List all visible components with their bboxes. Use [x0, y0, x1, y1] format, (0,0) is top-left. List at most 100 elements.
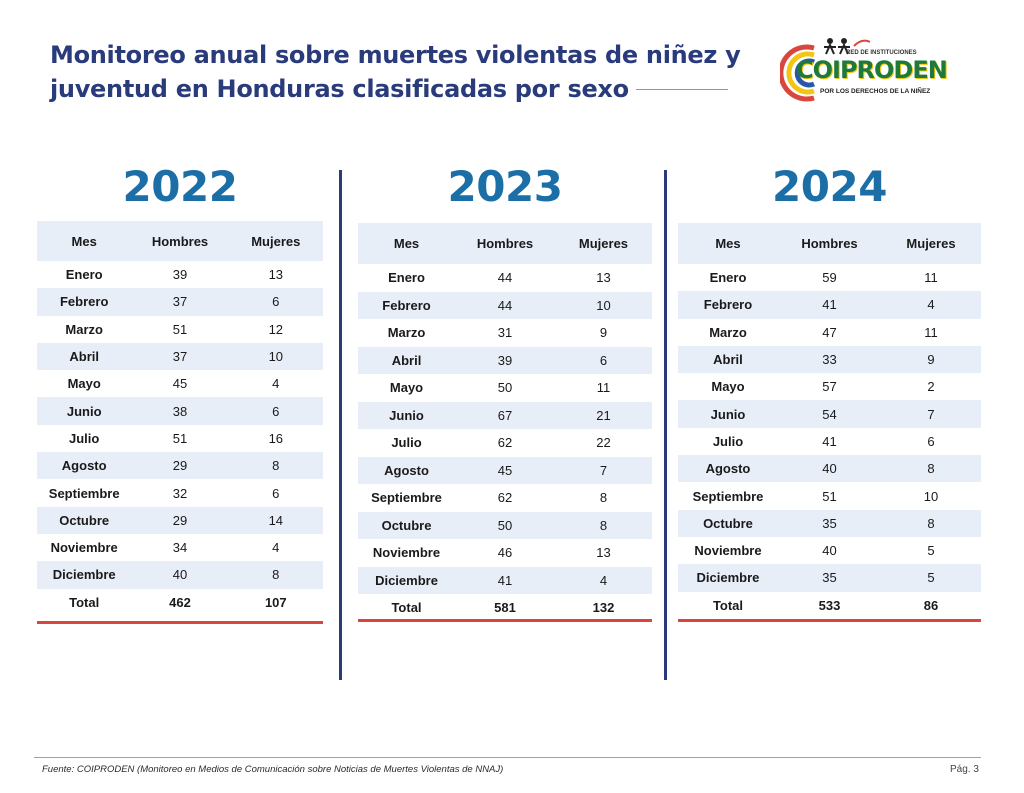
cell-mujeres: 8	[927, 515, 935, 531]
cell-hombres: 35	[822, 570, 837, 586]
cell-total-label: Total	[712, 597, 744, 613]
cell-month: Diciembre	[375, 572, 438, 588]
table-row: Marzo 47 11	[678, 319, 981, 346]
cell-mujeres: 5	[927, 543, 935, 559]
cell-mujeres: 4	[272, 376, 280, 392]
table-row: Septiembre 32 6	[37, 479, 323, 506]
table-row: Septiembre 51 10	[678, 482, 981, 509]
table-header-row: Mes Hombres Mujeres	[37, 221, 323, 261]
cell-total-label: Total	[69, 594, 100, 610]
cell-mujeres: 12	[268, 321, 284, 337]
year-table-1: 2023 Mes Hombres Mujeres Enero 44 13 Febrero 44 1…	[358, 0, 652, 640]
cell-month: Abril	[391, 352, 422, 368]
cell-month: Mayo	[67, 376, 101, 392]
logo-tagline-top: RED DE INSTITUCIONES	[846, 50, 917, 56]
cell-hombres: 44	[497, 270, 513, 286]
cell-month: Octubre	[703, 515, 753, 531]
cell-total-label: Total	[391, 600, 422, 616]
table-row: Enero 39 13	[37, 261, 323, 288]
page-title: Monitoreo anual sobre muertes violentas …	[50, 41, 741, 103]
table-header-row: Mes Hombres Mujeres	[358, 223, 652, 264]
cell-mujeres: 8	[599, 517, 608, 533]
cell-hombres: 50	[497, 517, 513, 533]
cell-month: Diciembre	[696, 570, 760, 586]
table-row: Diciembre 41 4	[358, 566, 652, 594]
cell-total-hombres: 581	[494, 600, 516, 616]
cell-mujeres: 8	[272, 567, 280, 583]
data-table: Mes Hombres Mujeres Enero 59 11 Febrero 41 4 Marz…	[678, 223, 981, 619]
cell-mujeres: 10	[923, 488, 939, 504]
table-row: Septiembre 62 8	[358, 484, 652, 512]
cell-month: Agosto	[61, 458, 107, 474]
cell-mujeres: 10	[268, 349, 284, 365]
cell-mujeres: 9	[927, 352, 935, 368]
cell-month: Julio	[712, 433, 744, 449]
table-row: Noviembre 46 13	[358, 539, 652, 567]
cell-hombres: 35	[822, 515, 837, 531]
cell-hombres: 41	[497, 572, 513, 588]
cell-hombres: 51	[172, 321, 188, 337]
header-hombres: Hombres	[476, 236, 534, 251]
table-row: Julio 41 6	[678, 428, 981, 455]
cell-hombres: 37	[172, 294, 188, 310]
cell-mujeres: 4	[599, 572, 608, 588]
cell-hombres: 29	[172, 458, 188, 474]
table-row: Noviembre 40 5	[678, 537, 981, 564]
cell-mujeres: 11	[596, 380, 611, 396]
header-mes: Mes	[71, 233, 97, 249]
cell-hombres: 34	[172, 540, 188, 556]
cell-month: Junio	[66, 403, 102, 419]
cell-mujeres: 8	[927, 461, 935, 477]
cell-month: Septiembre	[48, 485, 120, 501]
cell-hombres: 37	[172, 349, 188, 365]
total-underline	[358, 619, 652, 622]
table-row: Mayo 57 2	[678, 373, 981, 400]
logo-tagline-bottom: POR LOS DERECHOS DE LA NIÑEZ	[820, 88, 931, 95]
table-row: Enero 59 11	[678, 264, 981, 291]
source-note: Fuente: COIPRODEN (Monitoreo en Medios d…	[42, 764, 504, 775]
year-heading: 2023	[447, 162, 563, 211]
table-row: Abril 33 9	[678, 345, 981, 374]
logo-name: COIPRODEN	[796, 56, 948, 84]
table-row: Abril 37 10	[37, 342, 323, 371]
cell-total-hombres: 462	[169, 594, 191, 610]
cell-hombres: 32	[172, 485, 188, 501]
cell-hombres: 51	[172, 430, 188, 446]
cell-month: Abril	[713, 352, 743, 368]
table-row: Enero 44 13	[358, 264, 652, 292]
cell-hombres: 29	[172, 512, 188, 528]
table-row: Diciembre 40 8	[37, 561, 323, 589]
cell-month: Octubre	[59, 512, 110, 528]
cell-month: Marzo	[65, 321, 103, 337]
cell-mujeres: 13	[596, 270, 611, 286]
table-row: Febrero 37 6	[37, 288, 323, 316]
cell-hombres: 39	[172, 267, 188, 283]
title-rule	[636, 89, 728, 90]
column-divider	[339, 170, 342, 680]
cell-hombres: 59	[822, 270, 837, 286]
cell-month: Abril	[69, 349, 99, 365]
year-table-2: 2024 Mes Hombres Mujeres Enero 59 11 Febrero 41 4…	[678, 0, 981, 640]
total-underline	[678, 619, 981, 622]
cell-mujeres: 6	[599, 352, 608, 368]
table-row: Julio 62 22	[358, 429, 652, 457]
header-mes: Mes	[715, 236, 741, 251]
table-row: Junio 67 21	[358, 401, 652, 429]
cell-mujeres: 13	[596, 545, 611, 561]
cell-mujeres: 22	[596, 435, 611, 451]
cell-hombres: 41	[822, 297, 837, 313]
cell-month: Febrero	[703, 297, 753, 313]
cell-hombres: 44	[497, 297, 513, 313]
table-total-row: Total 581 132	[358, 594, 652, 622]
cell-hombres: 45	[172, 376, 188, 392]
cell-month: Noviembre	[372, 545, 441, 561]
table-row: Marzo 51 12	[37, 316, 323, 343]
cell-mujeres: 7	[927, 406, 935, 422]
cell-month: Septiembre	[371, 490, 442, 506]
cell-mujeres: 4	[272, 540, 280, 556]
logo-arc-icon	[780, 44, 815, 102]
table-row: Abril 39 6	[358, 346, 652, 374]
cell-total-hombres: 533	[818, 597, 841, 613]
table-row: Julio 51 16	[37, 425, 323, 452]
cell-month: Junio	[389, 407, 424, 423]
